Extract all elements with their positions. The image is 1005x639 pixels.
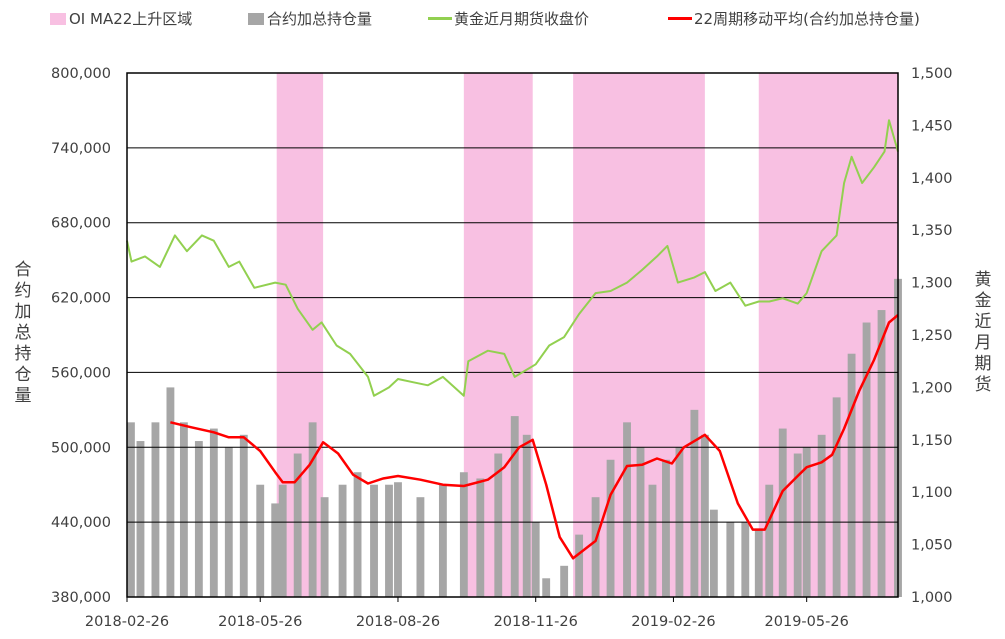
open-interest-bar-23 [459, 472, 468, 597]
legend-swatch-shade [50, 12, 66, 25]
open-interest-bar-15 [320, 497, 329, 597]
plot-frame [126, 72, 899, 598]
open-interest-bar-49 [817, 434, 826, 597]
open-interest-bar-12 [278, 484, 287, 597]
x-tick-label-1: 2018-02-26 [85, 614, 169, 630]
ma22-line-path [170, 314, 899, 560]
legend-label-oi-rising: OI MA22上升区域 [69, 10, 193, 28]
right-tick-label-9: 1,400 [911, 171, 953, 187]
open-interest-bar-52 [862, 322, 871, 597]
open-interest-bar-32 [591, 497, 600, 597]
open-interest-bar-10 [256, 484, 265, 597]
left-tick-label-3: 500,000 [51, 440, 111, 456]
legend-label-ma22: 22周期移动平均(合约加总持仓量) [694, 10, 920, 28]
open-interest-bar-30 [560, 565, 569, 597]
right-tick-label-8: 1,350 [911, 223, 953, 239]
left-tick-label-7: 740,000 [51, 141, 111, 157]
right-tick-label-11: 1,500 [911, 66, 953, 82]
open-interest-bar-41 [709, 509, 718, 597]
right-tick-label-10: 1,450 [911, 118, 953, 134]
left-tick-label-8: 800,000 [51, 66, 111, 82]
legend-label-gold-price: 黄金近月期货收盘价 [454, 10, 590, 28]
open-interest-bar-40 [700, 434, 709, 597]
open-interest-bar-46 [778, 428, 787, 597]
legend-swatch-ma-line [668, 17, 692, 20]
open-interest-bar-16 [338, 484, 347, 597]
right-tick-label-6: 1,250 [911, 328, 953, 344]
legend-label-open-interest: 合约加总持仓量 [267, 10, 373, 28]
open-interest-bar-36 [648, 484, 657, 597]
left-tick-label-6: 680,000 [51, 216, 111, 232]
right-tick-label-5: 1,200 [911, 380, 953, 396]
y-axis-left-label: 合约加总持仓量 [14, 260, 32, 406]
open-interest-bar-7 [209, 428, 218, 597]
legend-swatch-bars [248, 12, 264, 25]
tick-labels: 380,000 440,000 500,000 560,000 620,000 680,0… [51, 66, 952, 630]
left-tick-label-5: 620,000 [51, 291, 111, 307]
open-interest-bar-43 [741, 522, 750, 597]
open-interest-bar-33 [606, 459, 615, 597]
open-interest-bar-34 [623, 422, 631, 597]
open-interest-bar-19 [385, 484, 393, 597]
open-interest-bar-1 [127, 422, 135, 597]
left-tick-label-4: 560,000 [51, 365, 111, 381]
open-interest-bar-31 [575, 534, 584, 597]
gold-price-line-path [126, 119, 899, 397]
open-interest-bar-22 [438, 484, 447, 597]
axes [126, 72, 899, 602]
legend-item-open-interest: 合约加总持仓量 [248, 8, 372, 29]
open-interest-bar-13 [293, 453, 302, 597]
right-tick-label-2: 1,050 [911, 538, 953, 554]
right-tick-label-3: 1,100 [911, 485, 953, 501]
open-interest-bar-28 [531, 522, 540, 597]
open-interest-bars [127, 278, 902, 597]
open-interest-bar-53 [877, 310, 886, 597]
open-interest-bar-20 [394, 482, 402, 597]
y-axis-right-label: 黄金近月期货 [974, 270, 992, 395]
left-tick-label-1: 380,000 [51, 590, 111, 606]
right-tick-label-4: 1,150 [911, 433, 953, 449]
open-interest-bar-3 [151, 422, 160, 597]
x-tick-label-6: 2019-05-26 [765, 614, 849, 630]
gold-price-line [126, 119, 899, 397]
legend-item-gold-price: 黄金近月期货收盘价 [428, 8, 589, 29]
legend-swatch-gold-line [428, 17, 452, 20]
legend-item-oi-rising: OI MA22上升区域 [50, 8, 192, 29]
open-interest-bar-39 [690, 409, 699, 597]
open-interest-bar-26 [510, 416, 519, 597]
open-interest-bar-51 [847, 353, 856, 597]
x-tick-label-5: 2019-02-26 [631, 614, 715, 630]
legend-item-ma22: 22周期移动平均(合约加总持仓量) [668, 8, 920, 29]
open-interest-bar-5 [179, 422, 188, 597]
open-interest-bar-47 [793, 453, 802, 597]
open-interest-bar-29 [542, 578, 551, 597]
open-interest-bar-24 [476, 478, 485, 597]
open-interest-bar-21 [416, 497, 425, 597]
x-tick-label-3: 2018-08-26 [356, 614, 440, 630]
open-interest-bar-37 [662, 459, 670, 597]
open-interest-bar-50 [832, 397, 841, 597]
x-tick-label-2: 2018-05-26 [218, 614, 302, 630]
open-interest-bar-6 [194, 441, 203, 597]
open-interest-bar-27 [522, 434, 531, 597]
open-interest-bar-42 [726, 522, 735, 597]
open-interest-bar-25 [494, 453, 503, 597]
right-tick-label-7: 1,300 [911, 276, 953, 292]
open-interest-bar-4 [166, 387, 175, 597]
open-interest-bar-14 [308, 422, 317, 597]
ma22-line [170, 314, 899, 560]
right-tick-label-1: 1,000 [911, 590, 953, 606]
open-interest-bar-17 [353, 472, 362, 597]
open-interest-bar-18 [370, 484, 378, 597]
x-tick-label-4: 2018-11-26 [494, 614, 578, 630]
chart-legend: OI MA22上升区域 合约加总持仓量 黄金近月期货收盘价 22周期移动平均(合… [0, 8, 1005, 32]
open-interest-bar-11 [271, 503, 280, 597]
left-tick-label-2: 440,000 [51, 515, 111, 531]
open-interest-bar-2 [136, 441, 145, 597]
open-interest-bar-44 [754, 528, 763, 597]
open-interest-bar-45 [765, 484, 774, 597]
open-interest-bar-9 [239, 434, 248, 597]
